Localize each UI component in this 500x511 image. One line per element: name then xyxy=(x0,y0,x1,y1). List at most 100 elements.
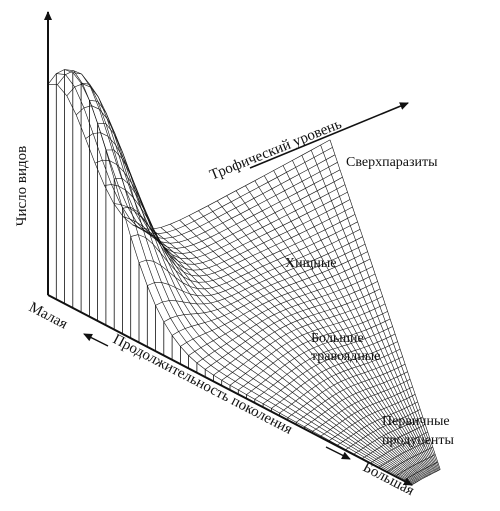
surface-mesh-line xyxy=(265,257,271,264)
surface-mesh-line xyxy=(399,453,402,456)
surface-mesh-line xyxy=(277,256,285,261)
surface-mesh-line xyxy=(188,257,197,260)
surface-mesh-line xyxy=(372,266,376,275)
surface-mesh-line xyxy=(351,358,356,361)
surface-mesh-line xyxy=(352,229,361,234)
surface-mesh-line xyxy=(365,286,370,295)
surface-mesh-line xyxy=(250,236,260,242)
surface-mesh-line xyxy=(288,259,297,263)
surface-mesh-line xyxy=(400,418,405,427)
surface-mesh-line xyxy=(338,236,347,241)
surface-mesh-line xyxy=(295,367,303,374)
surface-mesh-line xyxy=(212,280,220,286)
surface-mesh-line xyxy=(264,344,271,349)
surface-mesh-line xyxy=(345,439,354,445)
surface-mesh-line xyxy=(313,374,318,378)
surface-mesh-line xyxy=(393,411,397,414)
surface-mesh-line xyxy=(163,238,171,244)
surface-mesh-line xyxy=(385,453,393,460)
surface-mesh-line xyxy=(386,370,391,373)
surface-mesh-line xyxy=(138,196,147,213)
surface-mesh-line xyxy=(210,361,217,366)
surface-mesh-line xyxy=(410,422,415,430)
surface-mesh-line xyxy=(181,230,191,235)
surface-mesh-line xyxy=(407,415,412,423)
surface-mesh-line xyxy=(217,298,225,302)
surface-mesh-line xyxy=(369,441,373,444)
surface-mesh-line xyxy=(132,196,141,207)
surface-mesh-line xyxy=(284,185,294,191)
surface-mesh-line xyxy=(388,414,392,416)
surface-mesh-line xyxy=(203,302,211,305)
surface-mesh-line xyxy=(325,276,333,280)
surface-mesh-line xyxy=(245,180,255,186)
surface-mesh-line xyxy=(332,147,336,155)
surface-mesh-line xyxy=(263,366,269,372)
surface-mesh-line xyxy=(410,431,415,439)
surface-mesh-line xyxy=(151,228,158,235)
surface-mesh-line xyxy=(109,160,119,187)
surface-mesh-line xyxy=(217,315,225,319)
surface-mesh-line xyxy=(334,364,339,367)
surface-mesh-line xyxy=(374,459,377,461)
surface-mesh-line xyxy=(397,383,401,386)
surface-mesh-line xyxy=(377,420,384,427)
surface-mesh-line xyxy=(396,410,400,413)
surface-mesh-line xyxy=(430,456,435,464)
surface-mesh-line xyxy=(406,405,410,408)
surface-mesh-line xyxy=(389,406,394,414)
surface-mesh-line xyxy=(107,136,116,146)
surface-mesh-line xyxy=(321,400,326,404)
surface-mesh-line xyxy=(218,285,226,291)
surface-mesh-line xyxy=(262,227,268,234)
surface-mesh-line xyxy=(430,465,435,473)
surface-mesh-line xyxy=(351,247,359,252)
surface-mesh-line xyxy=(364,425,368,428)
surface-mesh-line xyxy=(324,260,332,264)
surface-mesh-line xyxy=(265,276,274,281)
surface-mesh-line xyxy=(311,268,316,276)
surface-mesh-line xyxy=(307,316,314,324)
surface-mesh-line xyxy=(335,412,339,416)
surface-mesh-line xyxy=(364,456,373,462)
surface-mesh-line xyxy=(240,208,250,215)
surface-mesh-line xyxy=(196,231,206,237)
surface-mesh-line xyxy=(353,434,361,440)
surface-mesh-line xyxy=(225,333,233,341)
surface-mesh-line xyxy=(308,306,315,309)
surface-mesh-line xyxy=(333,384,341,393)
surface-mesh-line xyxy=(356,452,365,458)
surface-mesh-line xyxy=(363,258,371,263)
surface-mesh-line xyxy=(226,190,237,196)
surface-mesh-line xyxy=(291,199,301,205)
surface-mesh-line xyxy=(121,177,131,186)
surface-mesh-line xyxy=(282,284,290,288)
surface-mesh-line xyxy=(394,429,401,437)
surface-mesh-line xyxy=(212,277,221,281)
surface-mesh-line xyxy=(212,211,219,218)
surface-mesh-line xyxy=(165,247,174,253)
surface-mesh-line xyxy=(345,396,350,399)
surface-mesh-line xyxy=(295,167,300,175)
surface-mesh-line xyxy=(311,365,317,369)
surface-mesh-line xyxy=(328,395,333,399)
surface-mesh-line xyxy=(328,419,337,426)
surface-mesh-line xyxy=(364,380,371,389)
surface-mesh-line xyxy=(372,461,381,467)
level-producers-line1: Первичные xyxy=(382,414,450,429)
surface-mesh-line xyxy=(268,314,275,318)
surface-mesh-line xyxy=(315,275,320,282)
surface-mesh-line xyxy=(222,353,229,358)
surface-mesh-line xyxy=(399,473,408,479)
surface-mesh-line xyxy=(74,86,85,108)
surface-mesh-line xyxy=(333,357,339,365)
surface-mesh-line xyxy=(436,462,440,471)
surface-mesh-line xyxy=(320,256,326,264)
surface-mesh-line xyxy=(296,318,303,322)
surface-mesh-line xyxy=(323,431,328,435)
surface-mesh-line xyxy=(333,425,337,428)
surface-mesh-line xyxy=(393,447,396,450)
surface-mesh-line xyxy=(239,341,246,346)
surface-mesh-line xyxy=(230,317,238,322)
surface-mesh-line xyxy=(412,404,416,413)
